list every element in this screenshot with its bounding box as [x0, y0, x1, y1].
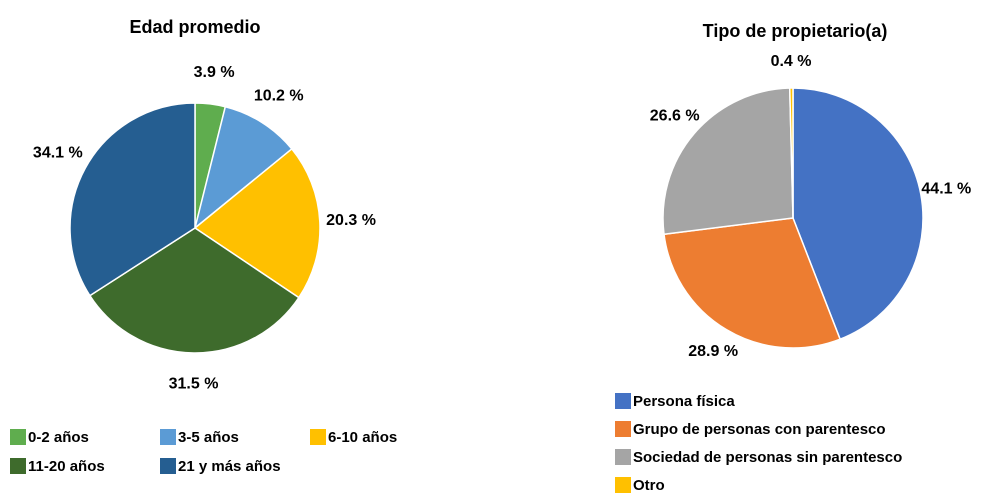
legend-swatch: [10, 429, 26, 445]
pie-slice: [193, 147, 321, 299]
pie-slice: [193, 105, 293, 231]
legend-label: 11-20 años: [28, 458, 105, 475]
data-label: 0.4 %: [771, 53, 812, 70]
legend-label: Grupo de personas con parentesco: [633, 421, 886, 438]
legend-label: Persona física: [633, 393, 735, 410]
pie-slice: [88, 227, 300, 354]
legend-swatch: [160, 429, 176, 445]
data-label: 20.3 %: [326, 212, 376, 229]
legend-label: Sociedad de personas sin parentesco: [633, 449, 902, 466]
legend-swatch: [615, 477, 631, 493]
legend-label: Otro: [633, 477, 665, 494]
pie-slice: [662, 87, 794, 236]
legend-swatch: [615, 449, 631, 465]
pie-slice: [69, 102, 196, 297]
chart-title: Edad promedio: [129, 17, 260, 37]
legend-swatch: [615, 393, 631, 409]
pie-slice: [788, 87, 794, 219]
legend-label: 3-5 años: [178, 429, 239, 446]
data-label: 44.1 %: [921, 180, 971, 197]
legend-label: 21 y más años: [178, 458, 281, 475]
legend-label: 0-2 años: [28, 429, 89, 446]
data-label: 28.9 %: [688, 343, 738, 360]
legend-swatch: [615, 421, 631, 437]
data-label: 26.6 %: [650, 108, 700, 125]
chart-title: Tipo de propietario(a): [703, 21, 888, 41]
data-label: 31.5 %: [169, 375, 219, 392]
pie-slice: [792, 87, 924, 341]
data-label: 34.1 %: [33, 144, 83, 161]
data-label: 10.2 %: [254, 87, 304, 104]
legend-swatch: [10, 458, 26, 474]
legend-swatch: [160, 458, 176, 474]
data-label: 3.9 %: [194, 64, 235, 81]
legend-label: 6-10 años: [328, 429, 397, 446]
legend-swatch: [310, 429, 326, 445]
pie-slice: [663, 217, 842, 349]
